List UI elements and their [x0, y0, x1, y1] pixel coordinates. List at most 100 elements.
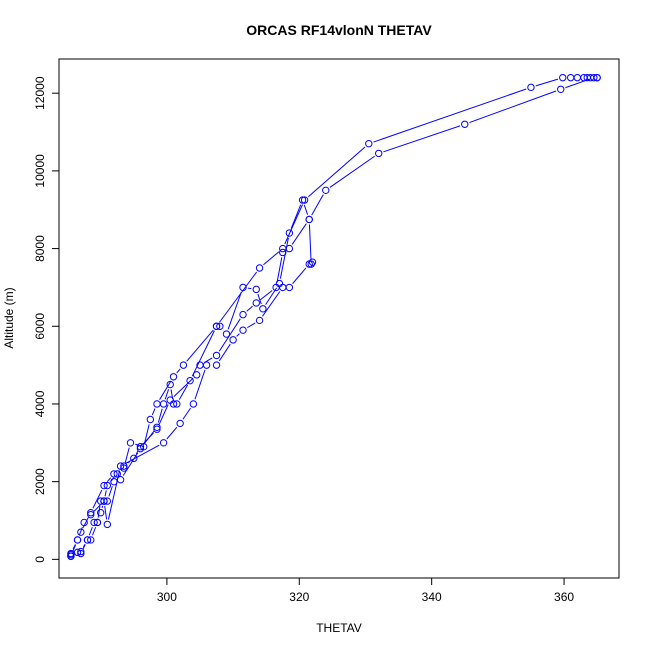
- series-1-segment: [279, 237, 289, 279]
- series-2-point: [80, 518, 88, 527]
- series-2-point: [176, 419, 184, 428]
- series-2-point: [166, 396, 174, 404]
- series-2-point: [593, 73, 601, 82]
- series-2-segment: [383, 125, 461, 153]
- series-2-point: [136, 442, 145, 451]
- series-1-point: [239, 283, 247, 292]
- series-2-segment: [182, 407, 191, 420]
- series-2-point: [103, 481, 112, 490]
- series-1-segment: [135, 443, 140, 446]
- series-2-segment: [292, 267, 307, 284]
- x-tick-label: 320: [289, 590, 309, 604]
- y-tick-label: 8000: [33, 235, 47, 262]
- series-2-point: [73, 536, 82, 544]
- series-2-segment: [218, 318, 241, 352]
- series-2-segment: [311, 194, 324, 216]
- series-1-point: [307, 260, 315, 268]
- series-1-point: [77, 528, 85, 536]
- series-1-point: [73, 548, 82, 557]
- series-2-segment: [72, 544, 77, 552]
- series-2-point: [557, 85, 565, 94]
- series-2-point: [153, 425, 161, 433]
- series-1-point: [222, 330, 231, 338]
- y-tick-label: 10000: [33, 154, 47, 188]
- series-2-point: [255, 316, 264, 325]
- series-2-point: [77, 547, 85, 556]
- series-1-segment: [290, 204, 302, 229]
- series-1-segment: [191, 330, 215, 377]
- series-2-point: [285, 244, 294, 253]
- series-1-point: [252, 285, 260, 294]
- series-2-segment: [110, 477, 115, 483]
- series-1-point: [136, 444, 145, 453]
- series-2-segment: [101, 505, 104, 509]
- series-1-segment: [176, 368, 181, 374]
- series-1-segment: [92, 489, 103, 509]
- series-1-point: [153, 400, 161, 408]
- series-2-segment: [82, 544, 86, 548]
- series-2-point: [130, 454, 138, 463]
- series-2-point: [305, 215, 313, 224]
- series-1-point: [100, 481, 108, 490]
- series-1-segment: [144, 424, 150, 442]
- series-2-segment: [143, 432, 154, 444]
- y-axis: 0 2000 4000 6000 8000 10000 12000: [33, 76, 60, 563]
- series-1-point: [365, 139, 373, 148]
- series-2-point: [90, 518, 98, 527]
- series-1-point: [255, 264, 264, 272]
- series-1-point: [573, 73, 581, 82]
- y-tick-label: 2000: [33, 468, 47, 495]
- series-2-point: [93, 518, 102, 527]
- series-2-point: [322, 186, 330, 195]
- series-1-point: [169, 373, 178, 381]
- x-tick-label: 300: [157, 590, 177, 604]
- series-1-point: [126, 439, 135, 447]
- series-2-point: [113, 470, 121, 478]
- series-1-segment: [151, 408, 156, 416]
- y-tick-label: 12000: [33, 76, 47, 110]
- series-2-point: [590, 73, 598, 82]
- series-2-segment: [78, 526, 83, 536]
- series-2-segment: [262, 291, 281, 317]
- series-1-point: [285, 229, 294, 237]
- series-2-point: [97, 509, 105, 517]
- series-2-segment: [291, 223, 307, 245]
- series-2-point: [239, 310, 247, 319]
- series-2-segment: [166, 426, 178, 440]
- x-axis: 300 320 340 360: [157, 577, 574, 604]
- series-2-point: [305, 260, 313, 268]
- series-1-point: [159, 400, 168, 408]
- series-2-point: [100, 497, 108, 505]
- series-2-segment: [565, 78, 590, 89]
- series-1-segment: [373, 88, 527, 143]
- series-1-segment: [178, 384, 189, 400]
- series-1-point: [566, 73, 575, 82]
- series-2-point: [87, 510, 95, 519]
- series-1-segment: [257, 293, 262, 305]
- series-1-segment: [122, 452, 139, 476]
- series-1-segment: [157, 408, 163, 423]
- series-2-point: [120, 462, 128, 470]
- series-1-point: [179, 361, 188, 369]
- series-2-segment: [218, 343, 231, 362]
- series-1-point: [216, 322, 224, 330]
- series-1-point: [146, 415, 155, 424]
- x-tick-label: 340: [422, 590, 442, 604]
- series-1-point: [186, 376, 194, 385]
- series-2-segment: [104, 490, 107, 497]
- series-2-point: [239, 326, 247, 334]
- series-2-point: [375, 149, 383, 158]
- series-1-segment: [124, 447, 130, 464]
- series-2-point: [461, 120, 469, 128]
- series-2-point: [279, 248, 287, 257]
- series-1-point: [153, 423, 161, 431]
- series-2-segment: [93, 504, 101, 512]
- series-1-segment: [227, 291, 242, 330]
- series-1-point: [212, 322, 221, 330]
- series-1-point: [298, 196, 307, 204]
- series-2-segment: [469, 90, 557, 124]
- series-1-segment: [284, 204, 303, 245]
- series-1-point: [259, 305, 267, 313]
- series-2-point: [192, 371, 201, 379]
- series-1-segment: [219, 271, 257, 323]
